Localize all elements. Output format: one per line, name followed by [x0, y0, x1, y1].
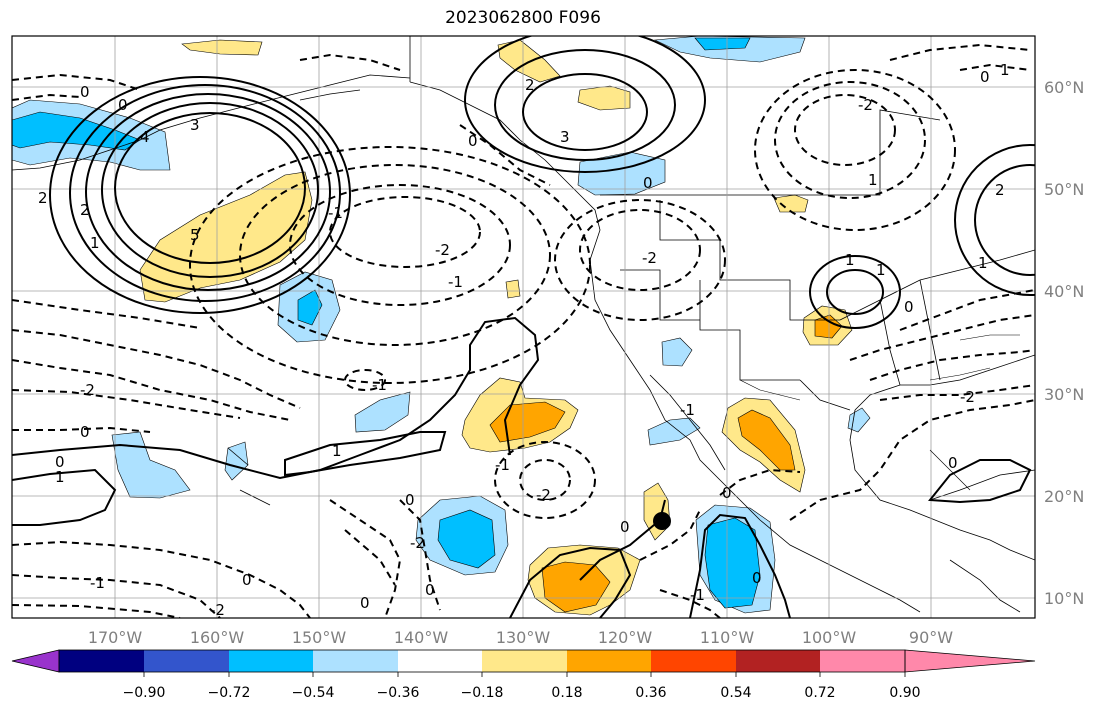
contour-label: -2: [858, 96, 873, 114]
storm-center-marker: [653, 512, 671, 530]
contour-label: -2: [80, 381, 95, 399]
contour-label: 0: [425, 581, 435, 599]
lon-label: 130°W: [496, 628, 551, 647]
colorbar-max-extension: [904, 649, 1036, 673]
contour-label: -2: [960, 388, 975, 406]
contour-label: -2: [536, 486, 551, 504]
lat-label: 30°N: [1044, 385, 1084, 404]
contour-label: -1: [495, 456, 510, 474]
contour-label: 1: [845, 251, 855, 269]
contour-label: 0: [405, 491, 415, 509]
map-title: 2023062800 F096: [445, 8, 601, 28]
contour-label: 0: [242, 571, 252, 589]
colorbar-swatch: [398, 650, 482, 672]
contour-label: 5: [190, 226, 200, 244]
map-area: [12, 36, 1035, 618]
lon-label: 170°W: [88, 628, 143, 647]
contour-label-group: 0 0 3 4 5 2 2 1 0 2 3 0 -2 1 0 -2 -2 -1 …: [38, 61, 1010, 619]
contour-label: 3: [560, 128, 570, 146]
contour-label: 1: [1000, 61, 1010, 79]
positive-contours: [12, 36, 1035, 618]
colorbar: −0.90 −0.72 −0.54 −0.36 −0.18 0.18 0.36 …: [11, 649, 1036, 701]
colorbar-tick-label: 0.36: [635, 685, 666, 701]
colorbar-swatch: [59, 650, 144, 672]
contour-label: 0: [468, 132, 478, 150]
colorbar-tick-label: −0.54: [292, 685, 335, 701]
lon-label: 160°W: [190, 628, 245, 647]
contour-label: -1: [448, 273, 463, 291]
lon-label: 100°W: [802, 628, 857, 647]
contour-label: 2: [525, 76, 535, 94]
lat-label: 10°N: [1044, 589, 1084, 608]
colorbar-swatch: [482, 650, 567, 672]
contour-label: 0: [118, 96, 128, 114]
negative-contours: [12, 43, 1035, 618]
lon-label: 140°W: [394, 628, 449, 647]
contour-label: 0: [752, 569, 762, 587]
lon-label: 150°W: [292, 628, 347, 647]
colorbar-swatch: [736, 650, 820, 672]
contour-label: 0: [360, 594, 370, 612]
contour-label: 0: [948, 454, 958, 472]
contour-label: 2: [80, 201, 90, 219]
lat-label: 40°N: [1044, 282, 1084, 301]
contour-label: 1: [868, 171, 878, 189]
contour-label: 0: [80, 83, 90, 101]
lat-label: 20°N: [1044, 487, 1084, 506]
contour-label: -1: [372, 376, 387, 394]
colorbar-swatch: [144, 650, 229, 672]
lon-label: 120°W: [598, 628, 653, 647]
contour-label: 1: [90, 234, 100, 252]
colorbar-tick-label: −0.90: [123, 685, 166, 701]
colorbar-tick-label: −0.36: [377, 685, 420, 701]
colorbar-swatch: [313, 650, 398, 672]
contour-label: 1: [332, 442, 342, 460]
colorbar-swatch: [820, 650, 905, 672]
contour-label: 2: [38, 189, 48, 207]
colorbar-tick-label: 0.72: [804, 685, 835, 701]
contour-label: -2: [435, 241, 450, 259]
contour-label: -2: [410, 534, 425, 552]
contour-label: 1: [978, 254, 988, 272]
colorbar-swatch: [651, 650, 736, 672]
colorbar-tick-label: −0.18: [461, 685, 504, 701]
latitude-labels: 60°N 50°N 40°N 30°N 20°N 10°N: [1044, 78, 1084, 608]
lon-label: 90°W: [909, 628, 953, 647]
colorbar-tick-label: 0.54: [720, 685, 751, 701]
contour-label: 0: [643, 174, 653, 192]
contour-label: -1: [328, 204, 343, 222]
colorbar-min-extension: [11, 649, 60, 673]
contour-label: 2: [995, 181, 1005, 199]
colorbar-swatch: [229, 650, 313, 672]
contour-label: 0: [55, 453, 65, 471]
contour-label: -1: [690, 586, 705, 604]
contour-label: 1: [55, 468, 65, 486]
contour-label: 4: [140, 128, 150, 146]
contour-label: 3: [190, 116, 200, 134]
colorbar-swatch: [567, 650, 651, 672]
lon-label: 110°W: [700, 628, 755, 647]
contour-label: -1: [90, 574, 105, 592]
contour-label: 0: [980, 68, 990, 86]
borders: [739, 334, 1020, 491]
colorbar-tick-label: 0.18: [551, 685, 582, 701]
contour-label: 1: [876, 261, 886, 279]
colorbar-tick-label: 0.90: [889, 685, 920, 701]
colorbar-tick-label: −0.72: [208, 685, 251, 701]
map-frame: [11, 35, 1036, 619]
shaded-regions: [12, 36, 871, 616]
lat-label: 60°N: [1044, 78, 1084, 97]
contour-label: -2: [210, 601, 225, 619]
contour-label: 0: [620, 518, 630, 536]
longitude-labels: 170°W 160°W 150°W 140°W 130°W 120°W 110°…: [88, 628, 953, 647]
contour-label: -2: [642, 249, 657, 267]
contour-label: 0: [80, 423, 90, 441]
contour-label: 0: [722, 484, 732, 502]
contour-label: -1: [680, 401, 695, 419]
contour-label: 0: [904, 298, 914, 316]
lat-label: 50°N: [1044, 180, 1084, 199]
